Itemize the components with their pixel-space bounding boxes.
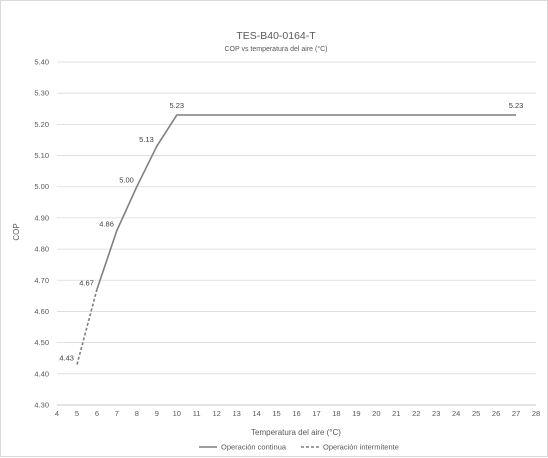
y-tick-label-4.60: 4.60	[34, 307, 49, 316]
x-tick-label-4: 4	[55, 409, 59, 418]
data-label-9: 5.13	[139, 135, 154, 144]
y-tick-label-4.40: 4.40	[34, 369, 49, 378]
data-label-6: 4.67	[79, 279, 94, 288]
chart-title: TES-B40-0164-T	[236, 30, 316, 42]
x-axis-label: Temperatura del aire (°C)	[251, 428, 341, 437]
x-tick-label-24: 24	[452, 409, 460, 418]
data-label-10: 5.23	[169, 101, 184, 110]
x-tick-label-22: 22	[412, 409, 420, 418]
y-tick-label-4.50: 4.50	[34, 338, 49, 347]
y-axis-ticks: 4.30 4.40 4.50 4.60 4.70 4.80 4.90 5.00 5.10 5.20…	[34, 58, 49, 410]
y-tick-label-5.00: 5.00	[34, 182, 49, 191]
y-tick-label-4.90: 4.90	[34, 213, 49, 222]
y-tick-label-5.40: 5.40	[34, 58, 49, 67]
y-axis-label: COP	[12, 223, 21, 240]
chart-subtitle: COP vs temperatura del aire (°C)	[224, 45, 327, 53]
y-tick-label-4.70: 4.70	[34, 276, 49, 285]
x-tick-label-18: 18	[332, 409, 340, 418]
legend-label-intermitente: Operación intermitente	[323, 443, 399, 452]
x-tick-label-6: 6	[95, 409, 99, 418]
data-label-7: 4.86	[99, 219, 114, 228]
x-tick-label-8: 8	[135, 409, 139, 418]
x-tick-label-27: 27	[512, 409, 520, 418]
data-label-5: 4.43	[59, 353, 74, 362]
x-tick-label-23: 23	[432, 409, 440, 418]
y-tick-label-5.20: 5.20	[34, 120, 49, 129]
series-line-intermitente	[76, 289, 98, 365]
legend-label-continua: Operación continua	[221, 443, 287, 452]
x-tick-label-7: 7	[115, 409, 119, 418]
x-tick-label-5: 5	[75, 409, 79, 418]
legend: Operación continua Operación intermitente	[199, 443, 399, 452]
x-tick-label-10: 10	[173, 409, 181, 418]
x-tick-label-26: 26	[492, 409, 500, 418]
x-tick-label-21: 21	[392, 409, 400, 418]
gridlines	[57, 61, 536, 406]
y-tick-label-5.30: 5.30	[34, 89, 49, 98]
x-tick-label-19: 19	[352, 409, 360, 418]
x-axis-ticks: 4 5 6 7 8 9 10 11 12 13 14 15 16 17 18 19 20 21 22 23 24 25 26…	[55, 409, 540, 418]
series-lines	[76, 114, 516, 365]
data-label-8: 5.00	[119, 176, 134, 185]
x-tick-label-17: 17	[312, 409, 320, 418]
series-line-continua	[96, 114, 516, 290]
x-tick-label-13: 13	[232, 409, 240, 418]
y-tick-label-4.80: 4.80	[34, 245, 49, 254]
data-label-27: 5.23	[509, 101, 524, 110]
x-tick-label-28: 28	[532, 409, 540, 418]
data-labels: 4.43 4.67 4.86 5.00 5.13 5.23 5.23	[59, 101, 523, 362]
y-tick-label-4.30: 4.30	[34, 401, 49, 410]
x-tick-label-12: 12	[212, 409, 220, 418]
x-tick-label-14: 14	[252, 409, 260, 418]
x-tick-label-20: 20	[372, 409, 380, 418]
x-tick-label-15: 15	[272, 409, 280, 418]
x-tick-label-11: 11	[193, 409, 201, 418]
y-tick-label-5.10: 5.10	[34, 151, 49, 160]
x-tick-label-9: 9	[155, 409, 159, 418]
x-tick-label-25: 25	[472, 409, 480, 418]
x-tick-label-16: 16	[292, 409, 300, 418]
